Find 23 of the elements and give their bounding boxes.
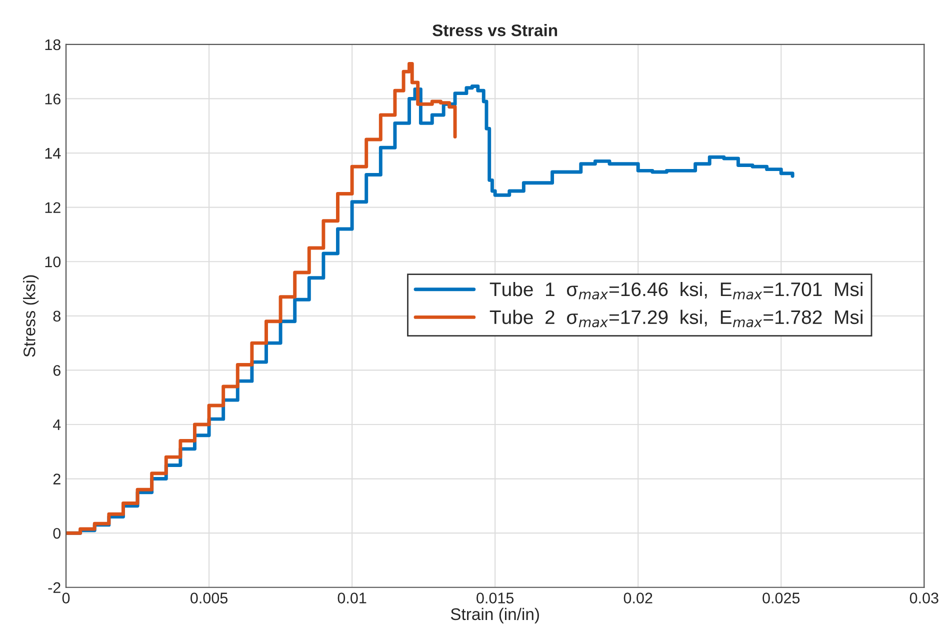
x-axis-title: Strain (in/in) <box>450 608 539 624</box>
x-tick-label: 0.005 <box>190 592 228 604</box>
legend-label: Tube 1 σ$_{max}$=16.46 ksi, E$_{max}$=1.701 Msi <box>490 282 862 300</box>
y-tick-label: 14 <box>45 148 61 159</box>
y-tick-label: 0 <box>53 528 61 539</box>
y-tick-label: 18 <box>45 39 60 50</box>
x-tick-label: 0 <box>62 592 70 604</box>
y-tick-label: -2 <box>48 582 60 593</box>
y-tick-label: 8 <box>53 310 60 322</box>
y-tick-label: 12 <box>45 202 60 213</box>
x-tick-label: 0.01 <box>338 592 366 604</box>
y-tick-label: 10 <box>45 256 61 268</box>
chart-title: Stress vs Strain <box>432 24 558 36</box>
y-tick-label: 4 <box>53 420 61 430</box>
x-tick-label: 0.025 <box>762 592 800 604</box>
x-tick-label: 0.015 <box>476 592 514 604</box>
y-tick-label: 2 <box>53 474 60 484</box>
x-tick-label: 0.02 <box>624 592 652 604</box>
y-tick-label: 6 <box>53 365 60 376</box>
y-tick-label: 16 <box>45 94 60 104</box>
x-tick-label: 0.03 <box>910 592 938 604</box>
y-axis-title: Stress (ksi) <box>23 275 39 357</box>
legend-label: Tube 2 σ$_{max}$=17.29 ksi, E$_{max}$=1.782 Msi <box>490 310 862 328</box>
